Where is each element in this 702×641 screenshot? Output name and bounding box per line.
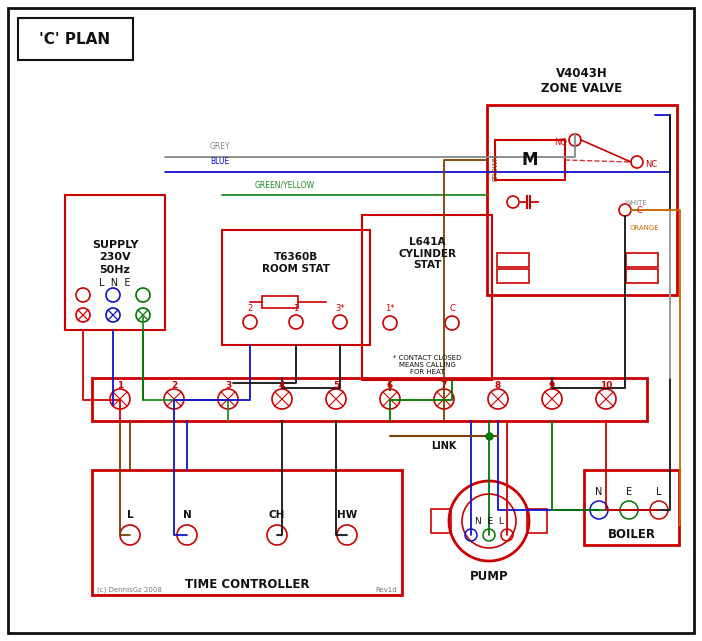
Text: NC: NC bbox=[645, 160, 657, 169]
Bar bbox=[92, 378, 647, 421]
Text: 1*: 1* bbox=[385, 303, 395, 313]
Bar bbox=[497, 253, 529, 267]
Text: 2: 2 bbox=[247, 303, 253, 313]
Text: 6: 6 bbox=[387, 381, 393, 390]
Bar bbox=[92, 470, 402, 595]
Bar bbox=[527, 509, 547, 533]
Text: L641A
CYLINDER
STAT: L641A CYLINDER STAT bbox=[398, 237, 456, 271]
Text: TIME CONTROLLER: TIME CONTROLLER bbox=[185, 578, 310, 592]
Text: L: L bbox=[656, 487, 662, 497]
Bar bbox=[222, 230, 370, 345]
Text: WHITE: WHITE bbox=[625, 200, 648, 206]
Bar bbox=[18, 18, 133, 60]
Text: BROWN: BROWN bbox=[492, 154, 498, 181]
Text: 1: 1 bbox=[293, 303, 298, 313]
Text: CH: CH bbox=[269, 510, 285, 520]
Bar bbox=[626, 253, 658, 267]
Bar bbox=[362, 215, 492, 380]
Text: M: M bbox=[522, 151, 538, 169]
Text: C: C bbox=[449, 303, 455, 313]
Text: GREEN/YELLOW: GREEN/YELLOW bbox=[255, 180, 315, 189]
Text: * CONTACT CLOSED
MEANS CALLING
FOR HEAT: * CONTACT CLOSED MEANS CALLING FOR HEAT bbox=[393, 355, 461, 375]
Text: 7: 7 bbox=[441, 381, 447, 390]
Bar bbox=[626, 269, 658, 283]
Text: 1: 1 bbox=[117, 381, 123, 390]
Text: (c) DennisGz 2008: (c) DennisGz 2008 bbox=[97, 587, 162, 593]
Text: 8: 8 bbox=[495, 381, 501, 390]
Text: 10: 10 bbox=[600, 381, 612, 390]
Bar bbox=[65, 195, 165, 330]
Text: 3*: 3* bbox=[335, 303, 345, 313]
Text: NO: NO bbox=[555, 138, 567, 147]
Bar bbox=[262, 296, 298, 308]
Text: 2: 2 bbox=[171, 381, 177, 390]
Text: V4043H
ZONE VALVE: V4043H ZONE VALVE bbox=[541, 67, 623, 95]
Text: GREY: GREY bbox=[210, 142, 231, 151]
Text: 'C' PLAN: 'C' PLAN bbox=[39, 31, 110, 47]
Text: BLUE: BLUE bbox=[210, 157, 230, 166]
Text: E: E bbox=[626, 487, 632, 497]
Text: BOILER: BOILER bbox=[607, 528, 656, 542]
Text: L  N  E: L N E bbox=[99, 278, 131, 288]
Text: LINK: LINK bbox=[431, 441, 457, 451]
Text: Rev1d: Rev1d bbox=[376, 587, 397, 593]
Text: 5: 5 bbox=[333, 381, 339, 390]
Text: T6360B
ROOM STAT: T6360B ROOM STAT bbox=[262, 252, 330, 274]
Bar bbox=[487, 105, 677, 295]
Text: HW: HW bbox=[337, 510, 357, 520]
Text: 9: 9 bbox=[549, 381, 555, 390]
Text: PUMP: PUMP bbox=[470, 569, 508, 583]
Text: 3: 3 bbox=[225, 381, 231, 390]
Text: N  E  L: N E L bbox=[475, 517, 503, 526]
Text: ORANGE: ORANGE bbox=[630, 225, 660, 231]
Bar bbox=[431, 509, 451, 533]
Text: N: N bbox=[595, 487, 603, 497]
Text: SUPPLY
230V
50Hz: SUPPLY 230V 50Hz bbox=[92, 240, 138, 275]
Bar bbox=[495, 140, 565, 180]
Bar bbox=[497, 269, 529, 283]
Text: C: C bbox=[636, 206, 642, 215]
Text: N: N bbox=[183, 510, 192, 520]
Text: L: L bbox=[126, 510, 133, 520]
Bar bbox=[584, 470, 679, 545]
Text: 4: 4 bbox=[279, 381, 285, 390]
